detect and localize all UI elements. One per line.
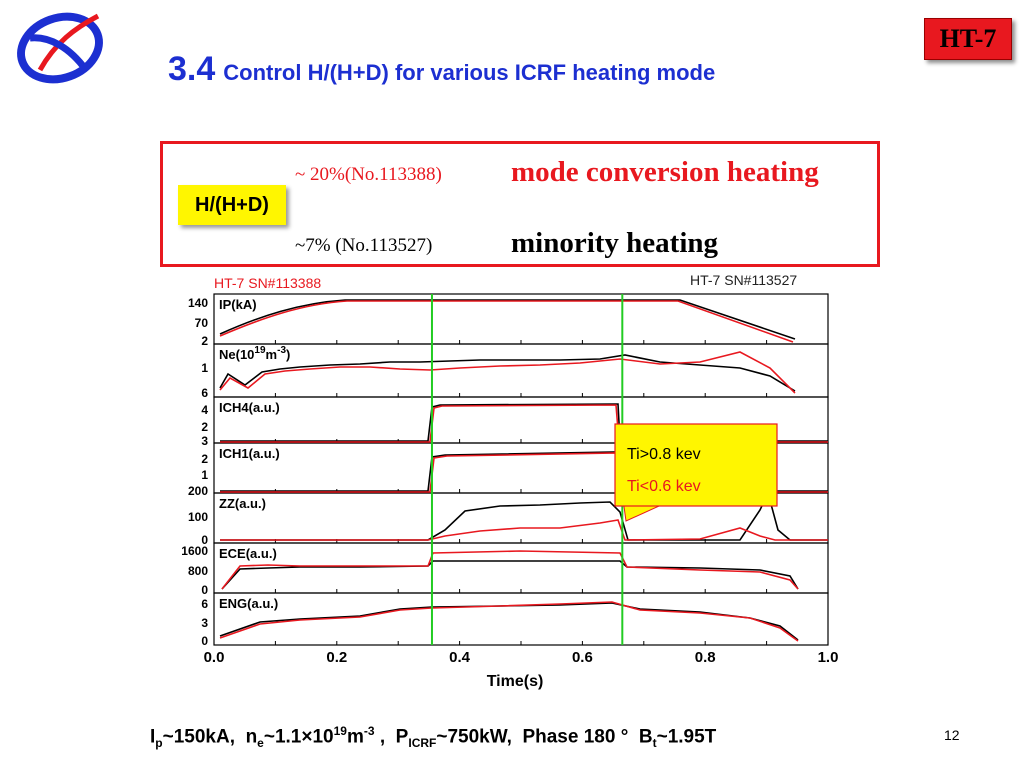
x-axis-label: Time(s) xyxy=(487,673,544,690)
ip-subscript: p xyxy=(155,736,163,751)
ne-exponent: 19 xyxy=(333,724,347,738)
experiment-parameters: Ip~150kA, ne~1.1×1019m-3 , PICRF~750kW, … xyxy=(150,724,716,750)
panel-3-tick-2: 200 xyxy=(188,484,208,498)
trace-eng-red xyxy=(219,601,799,642)
trace-zz-black xyxy=(220,490,828,541)
panel-0-tick-0: 140 xyxy=(188,296,208,310)
panel-0-tick-1: 70 xyxy=(195,316,209,330)
panel-1-tick-0: 1 xyxy=(201,361,208,375)
phase-value: Phase 180 ° xyxy=(522,726,629,748)
mode-1-ratio: ~ 20%(No.113388) xyxy=(295,164,442,185)
annotation-line-1: Ti>0.8 kev xyxy=(627,446,701,463)
x-tick-label-2: 0.4 xyxy=(449,649,471,666)
logo-ring xyxy=(17,12,103,84)
shot-label-113388: HT-7 SN#113388 xyxy=(214,275,322,291)
panel-2-tick-2: 3 xyxy=(201,434,208,448)
section-number: 3.4 xyxy=(168,50,216,88)
x-tick-label-5: 1.0 xyxy=(818,649,839,666)
panel-3-tick-1: 1 xyxy=(201,468,208,482)
page-number: 12 xyxy=(944,727,960,743)
ne-subscript: e xyxy=(257,736,264,751)
shot-label-113527: HT-7 SN#113527 xyxy=(690,272,798,288)
panel-label-4: ZZ(a.u.) xyxy=(219,496,266,511)
panel-5-tick-2: 0 xyxy=(201,583,208,597)
logo-swoosh xyxy=(37,13,100,72)
trace-ne-red xyxy=(219,351,796,394)
panel-6-tick-2: 0 xyxy=(201,634,208,648)
ratio-tag: H/(H+D) xyxy=(178,185,286,225)
x-tick-label-0: 0.0 xyxy=(204,649,225,666)
p-subscript: ICRF xyxy=(408,736,437,751)
panel-5-tick-0: 1600 xyxy=(181,544,208,558)
annotation-line-2: Ti<0.6 kev xyxy=(627,478,701,495)
ip-value: ~150kA, xyxy=(162,726,235,748)
trace-ece-black xyxy=(221,560,799,590)
panel-label-2: ICH4(a.u.) xyxy=(219,400,280,415)
mode-1-label: mode conversion heating xyxy=(511,156,819,188)
trace-eng-black xyxy=(219,602,799,641)
mode-2-label: minority heating xyxy=(511,227,719,259)
panel-label-1: Ne(1019m-3) xyxy=(219,345,290,362)
trace-zz-red xyxy=(220,519,828,541)
panel-2-tick-1: 2 xyxy=(201,420,208,434)
panel-4-tick-1: 0 xyxy=(201,533,208,547)
panel-5-tick-1: 800 xyxy=(188,564,208,578)
ne-separator: , xyxy=(374,726,386,748)
bt-symbol: B xyxy=(638,726,653,748)
ne-symbol: n xyxy=(245,726,258,748)
logo-swoosh-2 xyxy=(29,34,89,73)
x-tick-label-4: 0.8 xyxy=(695,649,716,666)
bt-value: ~1.95T xyxy=(656,726,717,748)
x-tick-label-3: 0.6 xyxy=(572,649,593,666)
trace-ece-red xyxy=(221,550,799,590)
panel-4-tick-0: 100 xyxy=(188,510,208,524)
panel-label-6: ENG(a.u.) xyxy=(219,596,278,611)
title-text: Control H/(H+D) for various ICRF heating… xyxy=(223,60,716,85)
ne-value: ~1.1×10 xyxy=(263,726,334,748)
panel-2-tick-0: 4 xyxy=(201,403,208,417)
ip-symbol: I xyxy=(150,726,156,748)
institute-logo xyxy=(17,12,103,84)
page-title: 3.4 Control H/(H+D) for various ICRF heat… xyxy=(168,50,715,89)
bt-subscript: t xyxy=(652,736,657,751)
panel-frame-1 xyxy=(213,343,829,398)
mode-2-ratio: ~7% (No.113527) xyxy=(295,235,433,256)
p-symbol: P xyxy=(395,726,409,748)
ht7-badge: HT-7 xyxy=(924,18,1012,60)
panel-6-tick-0: 6 xyxy=(201,597,208,611)
x-tick-label-1: 0.2 xyxy=(326,649,347,666)
panel-1-tick-1: 6 xyxy=(201,386,208,400)
p-value: ~750kW, xyxy=(436,726,512,748)
ne-unit: m xyxy=(346,726,364,748)
panel-label-3: ICH1(a.u.) xyxy=(219,446,280,461)
trace-ip-black xyxy=(219,299,796,340)
trace-ip-red xyxy=(219,300,794,343)
panel-label-0: IP(kA) xyxy=(219,297,257,312)
ne-unit-exponent: -3 xyxy=(363,724,375,738)
panel-3-tick-0: 2 xyxy=(201,452,208,466)
panel-label-5: ECE(a.u.) xyxy=(219,546,277,561)
panel-0-tick-2: 2 xyxy=(201,334,208,348)
trace-ne-black xyxy=(219,354,796,392)
heating-mode-box: ~ 20%(No.113388) mode conversion heating… xyxy=(160,141,880,267)
panel-6-tick-1: 3 xyxy=(201,616,208,630)
